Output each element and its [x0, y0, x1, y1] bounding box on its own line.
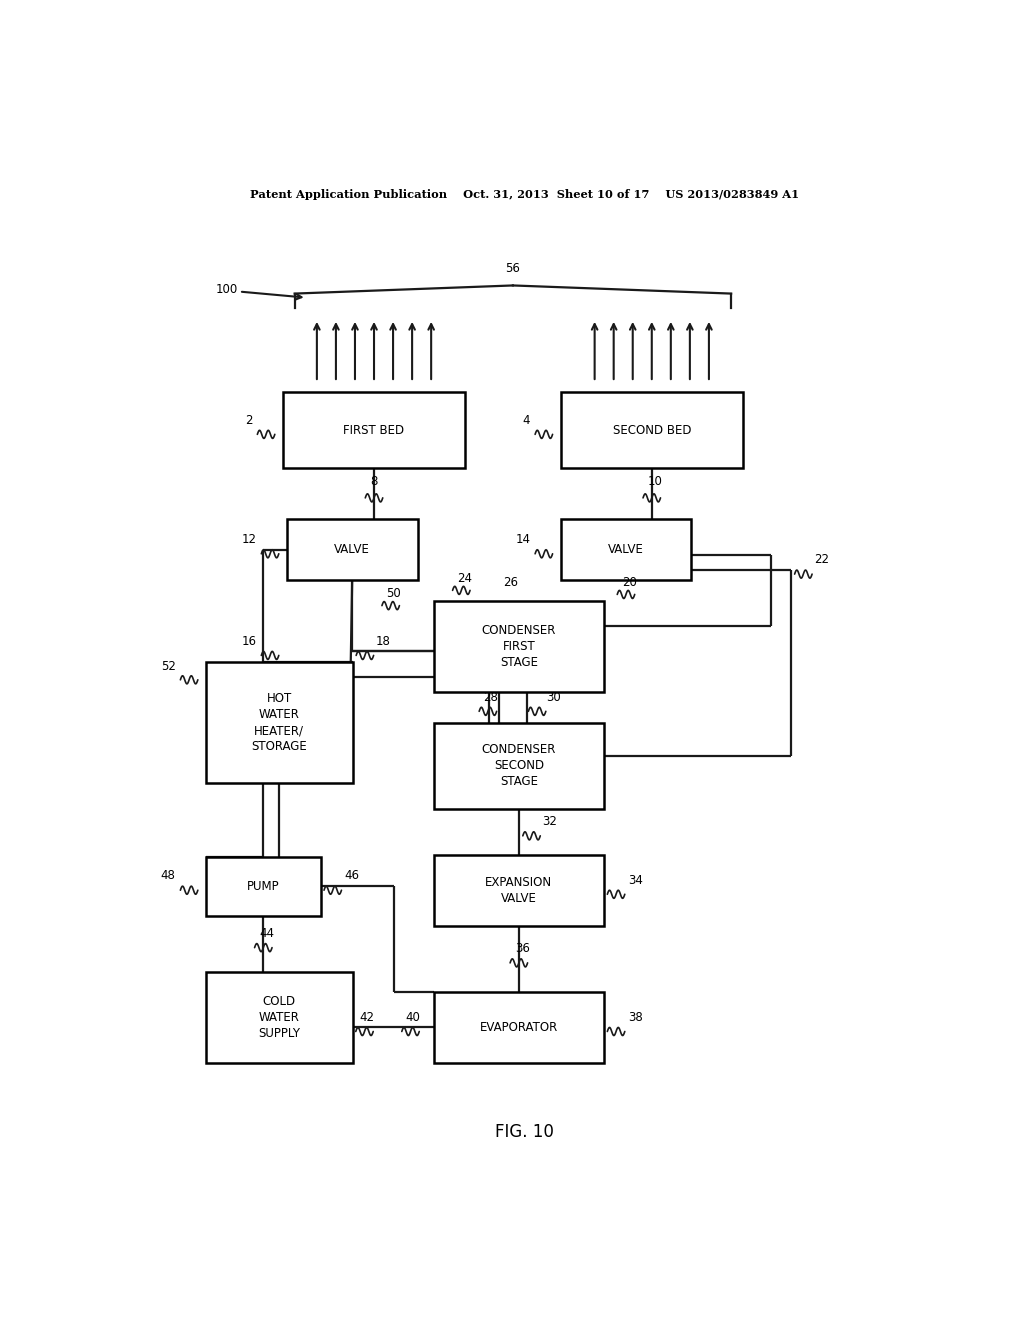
Bar: [433, 991, 604, 1063]
Text: 42: 42: [359, 1011, 374, 1024]
Text: 14: 14: [515, 533, 530, 546]
Bar: [560, 519, 691, 581]
Text: 40: 40: [406, 1011, 421, 1024]
Text: 30: 30: [547, 690, 561, 704]
Text: 4: 4: [523, 413, 530, 426]
Text: 2: 2: [245, 413, 253, 426]
Text: EXPANSION
VALVE: EXPANSION VALVE: [485, 875, 552, 904]
Text: CONDENSER
FIRST
STAGE: CONDENSER FIRST STAGE: [481, 624, 556, 669]
Text: EVAPORATOR: EVAPORATOR: [479, 1020, 558, 1034]
Text: SECOND BED: SECOND BED: [612, 424, 691, 437]
Text: HOT
WATER
HEATER/
STORAGE: HOT WATER HEATER/ STORAGE: [251, 692, 307, 752]
Text: VALVE: VALVE: [334, 544, 370, 556]
Bar: [560, 392, 743, 469]
Text: 8: 8: [370, 475, 378, 488]
Bar: [287, 519, 418, 581]
Text: 16: 16: [242, 635, 257, 648]
Bar: [433, 601, 604, 692]
Text: 10: 10: [648, 475, 663, 488]
Text: Patent Application Publication    Oct. 31, 2013  Sheet 10 of 17    US 2013/02838: Patent Application Publication Oct. 31, …: [250, 190, 800, 201]
Text: FIRST BED: FIRST BED: [343, 424, 404, 437]
Bar: [206, 661, 352, 784]
Bar: [433, 722, 604, 809]
Text: 28: 28: [483, 690, 498, 704]
Text: 38: 38: [628, 1011, 643, 1024]
Bar: [206, 972, 352, 1063]
Text: VALVE: VALVE: [608, 544, 644, 556]
Text: PUMP: PUMP: [247, 879, 280, 892]
Text: 44: 44: [259, 927, 274, 940]
Text: 56: 56: [506, 263, 520, 276]
Text: 20: 20: [622, 576, 637, 589]
Bar: [433, 854, 604, 925]
Text: FIG. 10: FIG. 10: [496, 1123, 554, 1140]
Bar: [206, 857, 321, 916]
Text: COLD
WATER
SUPPLY: COLD WATER SUPPLY: [258, 995, 300, 1040]
Text: 46: 46: [345, 870, 359, 883]
Text: 26: 26: [504, 576, 518, 589]
Text: 24: 24: [458, 572, 472, 585]
Text: 22: 22: [814, 553, 829, 566]
Text: 50: 50: [386, 587, 400, 599]
Text: 18: 18: [376, 635, 391, 648]
Text: 48: 48: [161, 870, 176, 883]
Text: 32: 32: [543, 816, 557, 828]
Bar: [283, 392, 465, 469]
Text: 100: 100: [215, 282, 238, 296]
Text: 12: 12: [242, 533, 257, 546]
Text: 36: 36: [515, 942, 529, 956]
Text: CONDENSER
SECOND
STAGE: CONDENSER SECOND STAGE: [481, 743, 556, 788]
Text: 34: 34: [628, 874, 643, 887]
Text: 52: 52: [161, 660, 176, 673]
